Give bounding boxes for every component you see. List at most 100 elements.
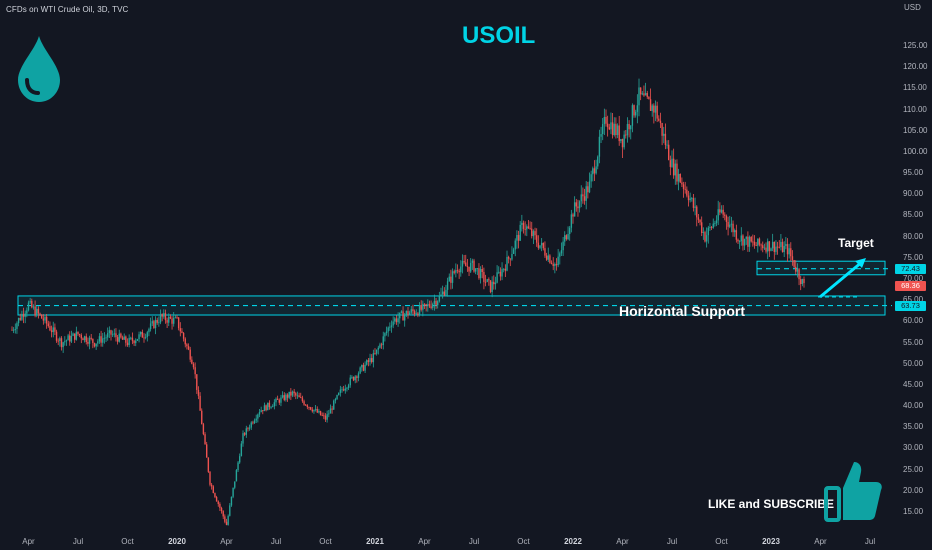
candle-body (375, 349, 378, 354)
candle-body (803, 279, 805, 283)
x-tick-label: Oct (319, 537, 332, 546)
candle-body (671, 158, 673, 167)
candle-body (786, 244, 789, 255)
candle-body (674, 163, 676, 176)
candle-body (636, 105, 639, 112)
candle-body (597, 156, 599, 167)
candle-body (453, 271, 455, 273)
candle-body (29, 300, 31, 303)
candle-body (664, 133, 667, 146)
candle-body (771, 241, 774, 249)
candle-body (140, 331, 142, 335)
candle-body (432, 303, 434, 308)
candle-body (27, 302, 30, 311)
candle-body (463, 260, 465, 263)
candle-body (672, 158, 675, 176)
x-tick-label: Apr (616, 537, 629, 546)
candle-body (491, 281, 493, 293)
candle-body (547, 255, 549, 260)
candle-body (192, 363, 195, 368)
x-tick-label: Apr (22, 537, 35, 546)
candle-body (323, 415, 325, 417)
candle-body (384, 333, 386, 337)
candle-body (796, 269, 799, 272)
candle-body (351, 376, 353, 378)
candle-body (357, 373, 360, 378)
candle-body (496, 272, 498, 283)
candle-body (730, 223, 733, 225)
candle-body (531, 228, 533, 237)
candle-body (93, 343, 96, 347)
candle-body (227, 515, 229, 525)
candle-body (474, 268, 477, 272)
candle-body (400, 311, 403, 313)
candle-body (52, 327, 54, 333)
x-tick-label: 2023 (762, 537, 780, 546)
candle-body (173, 317, 175, 324)
candle-body (705, 235, 708, 242)
candle-body (372, 353, 375, 363)
candle-body (333, 400, 335, 410)
candle-body (433, 300, 436, 304)
candle-body (572, 214, 574, 217)
candle-body (268, 402, 271, 408)
candle-body (90, 337, 92, 339)
candle-body (471, 260, 474, 263)
candle-body (580, 194, 582, 202)
y-tick-label: 105.00 (903, 125, 928, 135)
candle-body (265, 405, 267, 411)
candle-body (778, 246, 780, 248)
candle-body (696, 206, 698, 218)
candle-body (734, 230, 736, 233)
candle-body (49, 326, 51, 331)
candle-body (501, 269, 503, 277)
x-tick-label: 2020 (168, 537, 186, 546)
candle-body (504, 268, 507, 271)
candle-body (186, 344, 188, 347)
candle-body (791, 256, 794, 260)
oil-drop-icon (18, 36, 60, 107)
candle-body (14, 328, 16, 330)
candle-body (232, 487, 234, 497)
candle-body (67, 335, 69, 341)
candle-body (540, 242, 543, 246)
candle-body (488, 279, 490, 281)
candle-body (781, 241, 784, 253)
y-tick-label: 75.00 (903, 252, 924, 262)
candle-body (699, 219, 701, 223)
candle-body (194, 367, 196, 375)
candle-body (615, 123, 617, 136)
y-tick-label: 70.00 (903, 274, 924, 283)
candle-body (62, 342, 64, 348)
candle-body (389, 326, 391, 328)
candle-body (70, 335, 73, 342)
candle-body (676, 163, 678, 182)
candle-body (620, 139, 622, 142)
candle-body (687, 195, 690, 201)
candle-body (326, 414, 328, 420)
candle-body (422, 303, 424, 310)
candle-body (237, 462, 239, 471)
candle-body (775, 246, 777, 252)
candle-body (455, 270, 457, 273)
candle-body (536, 235, 538, 243)
candle-body (111, 334, 114, 336)
candle-body (235, 470, 238, 482)
candle-body (144, 336, 147, 338)
candle-body (750, 236, 752, 242)
candle-body (118, 333, 120, 342)
candle-body (643, 93, 645, 96)
candle-body (499, 271, 502, 277)
candle-body (565, 235, 568, 240)
candle-body (212, 486, 214, 494)
candle-body (677, 173, 680, 182)
candle-body (252, 422, 254, 424)
candle-body (585, 186, 587, 201)
candle-body (352, 376, 355, 381)
candle-body (616, 125, 619, 136)
candle-body (146, 332, 148, 337)
candle-body (430, 306, 432, 308)
candle-body (54, 327, 56, 332)
candle-body (354, 376, 356, 381)
